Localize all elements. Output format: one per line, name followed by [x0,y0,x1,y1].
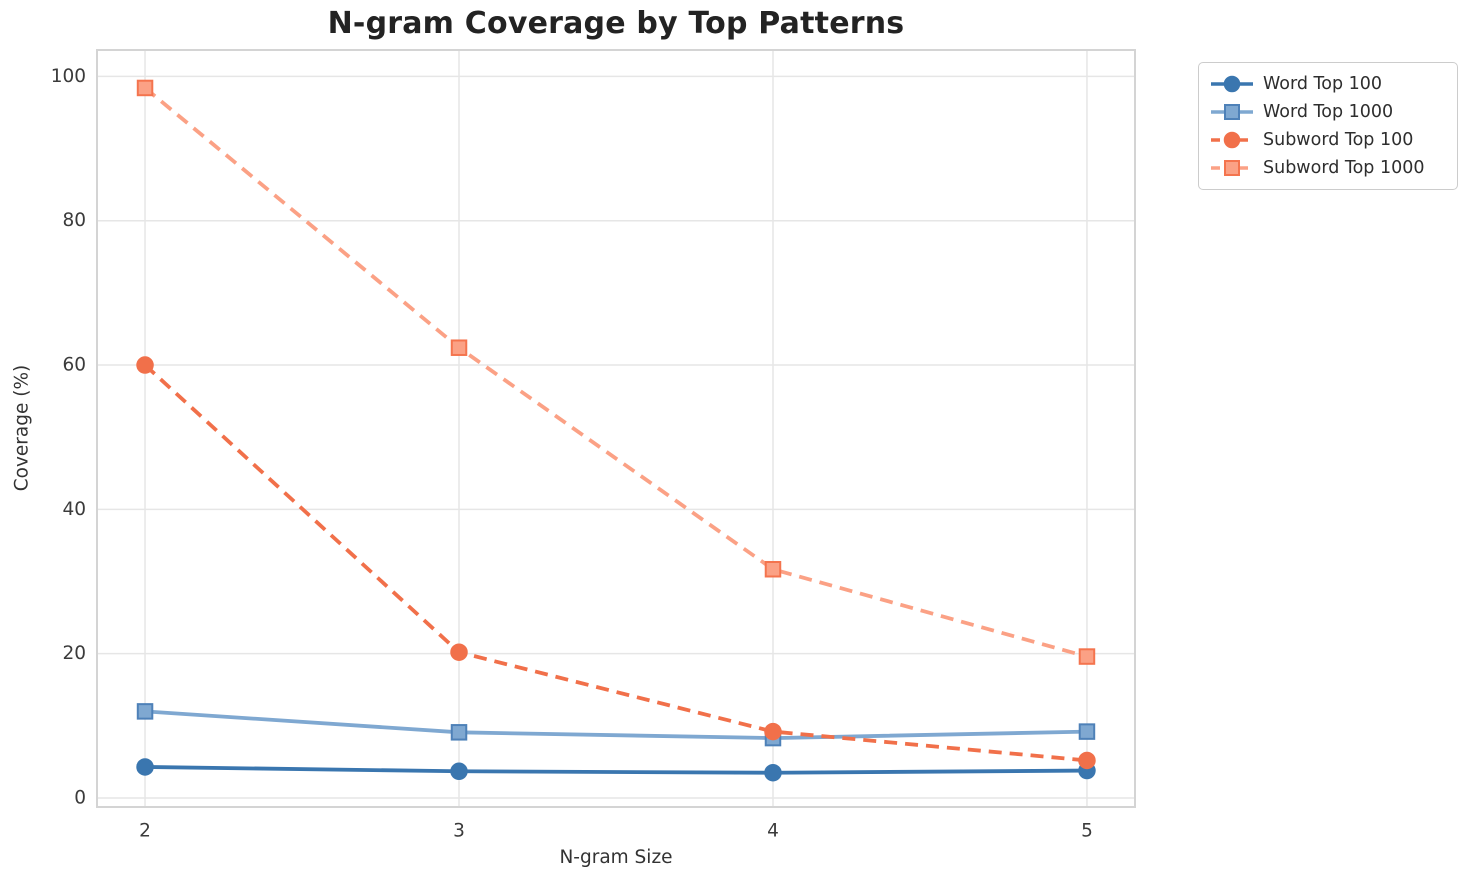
legend-swatch-subword-top-1000 [1211,160,1253,176]
plot-area [97,50,1135,807]
y-tick-label-20: 20 [62,643,86,664]
marker-subword-top-100-x2 [136,356,154,374]
marker-word-top-1000-x2 [136,703,154,720]
series-word-top-1000 [136,703,1096,747]
marker-subword-top-100-x3 [450,643,468,661]
marker-word-top-100-x2 [136,758,154,776]
marker-word-top-100-x4 [764,763,782,782]
legend-label: Word Top 100 [1263,74,1383,94]
line-word-top-1000 [144,709,1087,740]
series-subword-top-1000 [136,79,1096,665]
marker-word-top-1000-x3 [450,724,468,741]
y-tick-label-40: 40 [62,499,86,520]
subword-top-100-marker-icon [1223,131,1241,149]
tick-labels: 0 20 40 60 80 100 2 3 4 5 [51,66,1093,842]
line-subword-top-1000 [143,86,1088,659]
legend-item-subword-top-100: Subword Top 100 [1210,128,1451,152]
chart-title: N-gram Coverage by Top Patterns [327,6,905,41]
series-subword-top-100 [136,356,1096,770]
x-axis-label: N-gram Size [559,847,673,868]
plot-border [96,49,1136,808]
y-tick-label-100: 100 [51,66,86,87]
legend-swatch-word-top-1000 [1211,104,1253,120]
subword-top-1000-marker-icon [1224,160,1240,176]
marker-subword-top-1000-x5 [1078,648,1096,665]
x-tick-label-4: 4 [767,821,779,842]
legend-item-word-top-1000: Word Top 1000 [1210,100,1451,124]
x-tick-label-2: 2 [139,821,151,842]
series-word-top-100 [136,758,1096,782]
marker-subword-top-1000-x3 [450,339,468,356]
y-tick-label-80: 80 [62,210,86,231]
x-tick-label-5: 5 [1081,821,1093,842]
legend-swatch-word-top-100 [1211,75,1253,93]
legend-label: Word Top 1000 [1263,102,1394,122]
legend-swatch-subword-top-100 [1211,131,1253,149]
line-word-top-100 [145,765,1087,775]
word-top-100-marker-icon [1223,75,1241,93]
legend-label: Subword Top 1000 [1263,158,1425,178]
x-tick-label-3: 3 [453,821,465,842]
marker-subword-top-100-x5 [1078,751,1096,770]
marker-subword-top-1000-x2 [136,79,154,97]
marker-word-top-100-x3 [450,762,468,781]
marker-subword-top-100-x4 [764,722,782,741]
y-axis-label: Coverage (%) [11,364,33,492]
marker-word-top-1000-x5 [1078,723,1096,740]
legend-item-word-top-100: Word Top 100 [1210,72,1451,96]
line-subword-top-100 [143,363,1088,763]
grid [97,50,1135,807]
word-top-1000-marker-icon [1224,104,1240,120]
marker-subword-top-1000-x4 [764,560,782,578]
y-tick-label-60: 60 [62,355,86,376]
y-tick-label-0: 0 [74,787,86,808]
legend-label: Subword Top 100 [1263,130,1414,150]
legend: Word Top 100 Word Top 1000 Subword Top 1… [1198,62,1458,190]
legend-item-subword-top-1000: Subword Top 1000 [1210,156,1451,180]
